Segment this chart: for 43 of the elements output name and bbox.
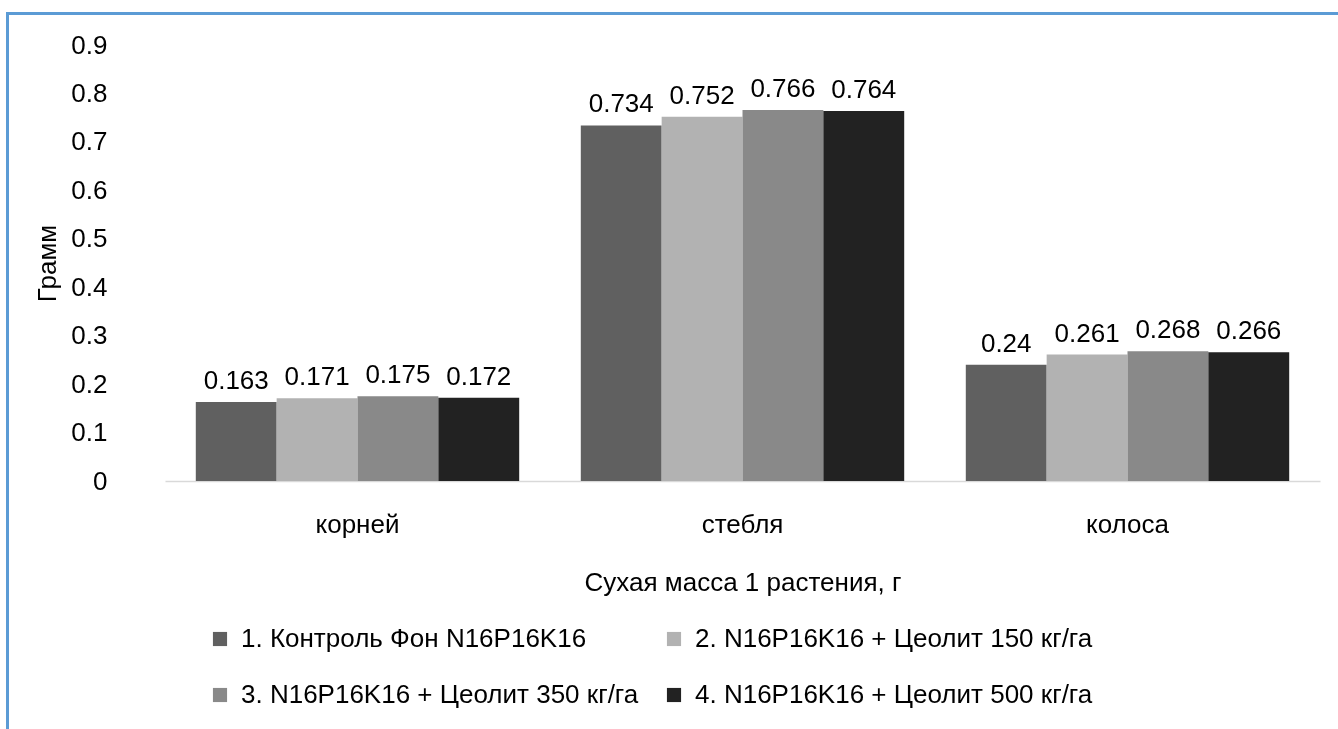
bar [742, 109, 824, 481]
y-tick-label: 0.7 [71, 126, 108, 157]
y-tick-label: 0.6 [71, 174, 108, 205]
bar [357, 396, 439, 481]
bar [1046, 354, 1128, 481]
data-label: 0.766 [750, 72, 816, 103]
y-tick-label: 0.5 [71, 223, 108, 254]
data-label: 0.266 [1216, 315, 1282, 346]
legend-label: 2. N16P16K16 + Цеолит 150 кг/га [695, 623, 1093, 653]
data-label: 0.163 [203, 365, 269, 396]
y-tick-label: 0.3 [71, 320, 108, 351]
x-tick-label: стебля [701, 508, 784, 539]
legend-label: 1. Контроль Фон N16P16K16 [241, 623, 587, 653]
bar [661, 116, 743, 481]
bar [965, 364, 1047, 481]
y-tick-label: 0.9 [71, 29, 108, 60]
y-tick-label: 0.1 [71, 417, 108, 448]
data-label: 0.261 [1054, 317, 1120, 348]
data-label: 0.24 [980, 327, 1032, 358]
y-tick-label: 0 [93, 465, 108, 496]
bar [1208, 352, 1290, 481]
y-tick-label: 0.4 [71, 271, 108, 302]
data-label: 0.268 [1135, 314, 1201, 345]
x-tick-label: корней [315, 508, 400, 539]
y-tick-label: 0.8 [71, 77, 108, 108]
data-label: 0.764 [831, 73, 897, 104]
data-label: 0.752 [669, 79, 735, 110]
x-axis-title: Сухая масса 1 растения, г [584, 566, 902, 597]
data-label: 0.172 [446, 360, 512, 391]
y-tick-label: 0.2 [71, 368, 108, 399]
bar [1127, 351, 1209, 481]
bar [438, 397, 520, 481]
bar [195, 402, 277, 481]
bar [276, 398, 358, 481]
legend-label: 3. N16P16K16 + Цеолит 350 кг/га [241, 679, 639, 709]
data-label: 0.171 [284, 361, 350, 392]
bar [580, 125, 662, 481]
data-label: 0.734 [588, 88, 654, 119]
data-label: 0.175 [365, 359, 431, 390]
y-axis-title: Грамм [32, 224, 63, 303]
x-tick-label: колоса [1086, 508, 1170, 539]
legend-label: 4. N16P16K16 + Цеолит 500 кг/га [695, 679, 1093, 709]
bar [823, 110, 905, 481]
